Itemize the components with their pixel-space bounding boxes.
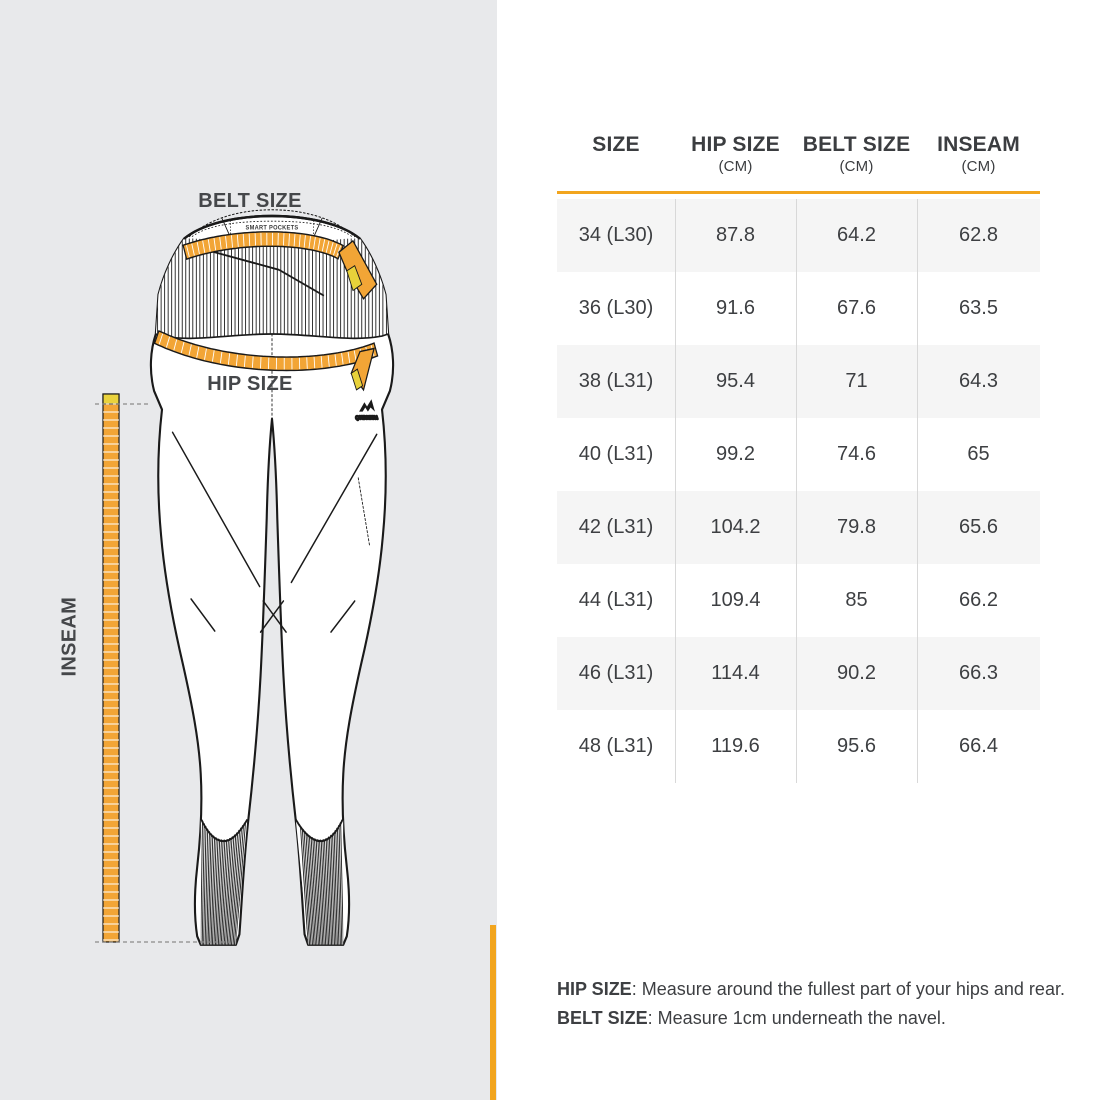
svg-text:QUECHUA: QUECHUA — [356, 415, 379, 420]
svg-text:SMART POCKETS: SMART POCKETS — [246, 224, 299, 232]
